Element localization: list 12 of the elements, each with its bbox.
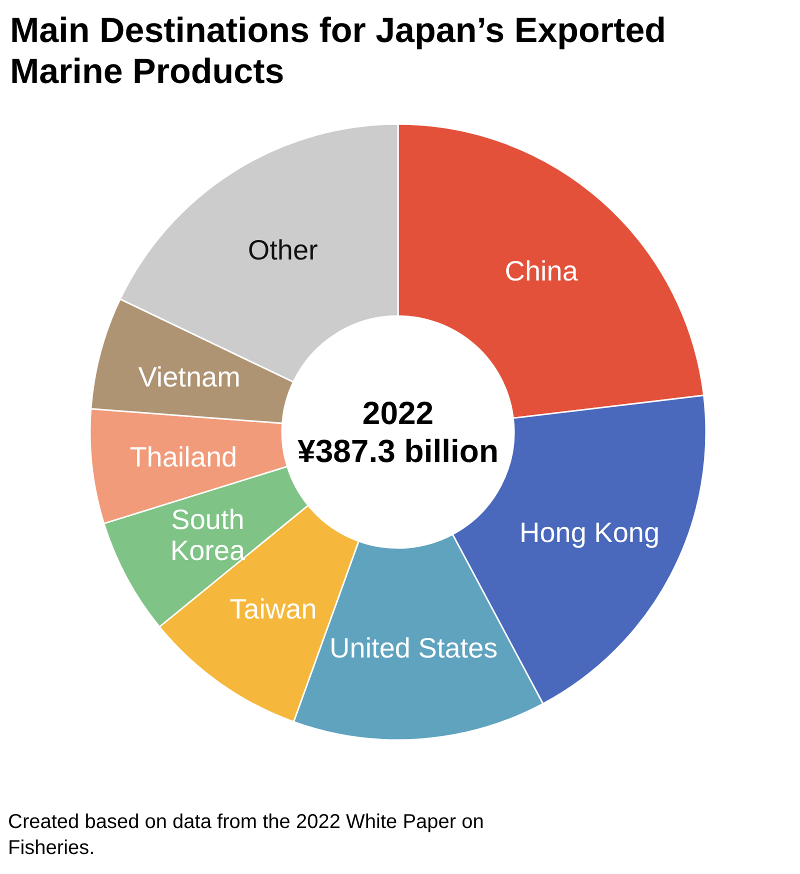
slice-label: United States [330,632,498,663]
text: ¥387.3 billion [298,433,498,469]
text: 2022 [362,395,434,431]
text: Created based on data from the 2022 White Paper on Fisheries. [8,811,484,859]
slice-label: Vietnam [138,360,240,392]
chart-title: Main Destinations for Japan’s Exported Marine Products [10,11,666,91]
slice-label: Taiwan [230,592,317,624]
slice-label: South Korea [170,503,246,566]
slice-label: Thailand [130,440,238,472]
slice-label: Other [248,234,318,265]
slice-label: Hong Kong [519,516,660,548]
slice-label: China [504,254,578,286]
